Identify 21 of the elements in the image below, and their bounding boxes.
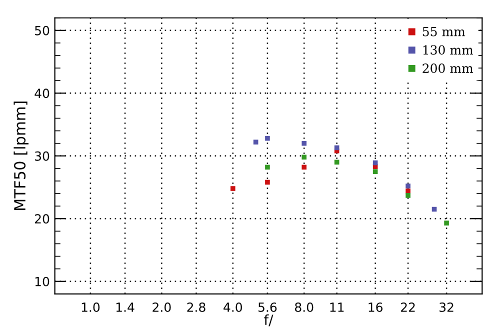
x-tick-label: 1.4 <box>116 302 134 312</box>
x-tick-label: 2.0 <box>152 302 171 312</box>
x-tick-label: 4.0 <box>224 302 242 312</box>
y-tick-label: 40 <box>34 88 50 98</box>
x-tick-label: 16 <box>368 302 382 312</box>
x-tick-label: 32 <box>440 302 454 312</box>
legend-label: 200 mm <box>422 64 474 73</box>
x-tick-label: 22 <box>401 302 415 312</box>
x-tick-label: 1.0 <box>82 302 100 312</box>
legend-label: 55 mm <box>422 27 466 36</box>
x-tick-label: 5.6 <box>258 302 277 312</box>
x-tick-label: 8.0 <box>295 302 314 312</box>
y-tick-label: 20 <box>34 214 50 224</box>
y-tick-label: 50 <box>35 26 50 36</box>
x-axis-title: f/ <box>264 314 274 326</box>
y-tick-label: 30 <box>35 151 50 161</box>
y-axis-title: MTF50 [lpmm] <box>14 102 29 210</box>
legend-label: 130 mm <box>423 45 474 55</box>
y-tick-label: 10 <box>35 276 50 286</box>
x-tick-label: 11 <box>330 302 344 312</box>
x-tick-label: 2.8 <box>187 302 206 312</box>
